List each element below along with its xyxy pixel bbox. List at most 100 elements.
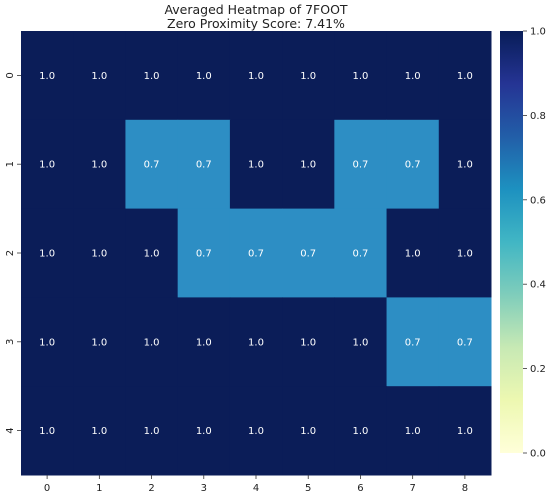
heatmap-cell — [386, 119, 440, 210]
cell-value-label: 1.0 — [300, 160, 316, 171]
chart-title: Averaged Heatmap of 7FOOT — [164, 2, 348, 17]
x-tick-label: 1 — [96, 483, 102, 494]
heatmap-cell — [229, 208, 283, 298]
heatmap-cell — [229, 386, 283, 476]
cell-value-label: 0.7 — [352, 160, 368, 171]
heatmap-cell — [282, 31, 335, 121]
heatmap-cell — [21, 297, 74, 387]
x-tick-label: 0 — [44, 483, 50, 494]
heatmap-cell — [438, 386, 492, 476]
heatmap-cell — [386, 208, 440, 298]
cell-value-label: 1.0 — [248, 71, 264, 82]
cell-value-label: 1.0 — [144, 337, 160, 348]
heatmap-cell — [73, 31, 126, 121]
cell-value-label: 0.7 — [352, 249, 368, 260]
cell-value-label: 1.0 — [300, 337, 316, 348]
cell-value-label: 1.0 — [352, 337, 368, 348]
y-tick-label: 1 — [5, 161, 16, 167]
heatmap-cell — [125, 119, 179, 210]
cell-value-label: 1.0 — [300, 426, 316, 437]
x-tick-label: 8 — [462, 483, 468, 494]
heatmap-cell — [282, 119, 335, 210]
cell-value-label: 1.0 — [39, 426, 55, 437]
chart-subtitle: Zero Proximity Score: 7.41% — [167, 16, 345, 31]
heatmap-cell — [125, 386, 179, 476]
x-tick-label: 5 — [305, 483, 311, 494]
cell-value-label: 1.0 — [91, 160, 107, 171]
cell-value-label: 1.0 — [39, 337, 55, 348]
cell-value-label: 1.0 — [144, 249, 160, 260]
colorbar-tick-label: 1.0 — [530, 27, 546, 38]
colorbar-gradient — [500, 31, 523, 453]
cell-value-label: 1.0 — [457, 426, 473, 437]
cell-value-label: 0.7 — [405, 160, 421, 171]
cell-value-label: 1.0 — [457, 160, 473, 171]
y-tick-label: 2 — [5, 250, 16, 256]
heatmap-cell — [21, 208, 74, 298]
heatmap-cell — [177, 386, 231, 476]
cell-value-label: 1.0 — [405, 426, 421, 437]
colorbar-tick-label: 0.6 — [530, 195, 546, 206]
colorbar-tick-label: 0.4 — [530, 280, 546, 291]
cell-value-label: 0.7 — [405, 337, 421, 348]
cell-value-label: 0.7 — [196, 249, 212, 260]
cell-value-label: 1.0 — [91, 249, 107, 260]
cell-value-label: 1.0 — [196, 71, 212, 82]
heatmap-cell — [438, 119, 492, 210]
heatmap-cell — [334, 119, 388, 210]
heatmap-cell — [229, 119, 283, 210]
x-tick-label: 3 — [201, 483, 207, 494]
cell-value-label: 0.7 — [300, 249, 316, 260]
colorbar-tick-label: 0.2 — [530, 364, 546, 375]
x-tick-label: 6 — [357, 483, 363, 494]
cell-value-label: 1.0 — [196, 337, 212, 348]
y-tick-label: 0 — [5, 72, 16, 78]
heatmap-cell — [334, 297, 388, 387]
cell-value-label: 1.0 — [405, 71, 421, 82]
cell-value-label: 1.0 — [144, 426, 160, 437]
cell-value-label: 1.0 — [457, 249, 473, 260]
heatmap-cell — [177, 297, 231, 387]
cell-value-label: 1.0 — [91, 426, 107, 437]
cell-value-label: 1.0 — [248, 160, 264, 171]
heatmap-cell-labels: 1.0 1.0 1.0 1.0 1.0 1.0 1.0 1.0 1.0 1.0 1.0 0.7 0.7 1… — [39, 71, 473, 437]
cell-value-label: 1.0 — [405, 249, 421, 260]
cell-value-label: 1.0 — [196, 426, 212, 437]
heatmap-cell — [229, 31, 283, 121]
heatmap-cell — [73, 208, 126, 298]
heatmap-cell — [334, 208, 388, 298]
x-tick-label: 4 — [253, 483, 259, 494]
heatmap-cell — [438, 208, 492, 298]
cell-value-label: 0.7 — [457, 337, 473, 348]
cell-value-label: 0.7 — [248, 249, 264, 260]
heatmap-cell — [282, 386, 335, 476]
heatmap-cell — [229, 297, 283, 387]
heatmap-cell — [177, 31, 231, 121]
heatmap-cell — [438, 31, 492, 121]
x-tick-label: 2 — [148, 483, 154, 494]
x-tick-label: 7 — [409, 483, 415, 494]
cell-value-label: 0.7 — [196, 160, 212, 171]
cell-value-label: 1.0 — [300, 71, 316, 82]
cell-value-label: 1.0 — [457, 71, 473, 82]
cell-value-label: 1.0 — [144, 71, 160, 82]
heatmap-cell — [334, 31, 388, 121]
heatmap-cell — [21, 386, 74, 476]
colorbar-tick-label: 0.0 — [530, 449, 546, 460]
heatmap-cell — [177, 208, 231, 298]
x-axis: 0 1 2 3 4 5 6 7 8 — [44, 475, 468, 494]
y-tick-label: 3 — [5, 339, 16, 345]
heatmap-cell — [177, 119, 231, 210]
heatmap-cells — [21, 31, 492, 476]
cell-value-label: 1.0 — [91, 337, 107, 348]
cell-value-label: 1.0 — [39, 160, 55, 171]
cell-value-label: 1.0 — [248, 426, 264, 437]
cell-value-label: 1.0 — [39, 249, 55, 260]
heatmap-cell — [438, 297, 492, 387]
heatmap-cell — [73, 119, 126, 210]
heatmap-cell — [386, 31, 440, 121]
cell-value-label: 0.7 — [144, 160, 160, 171]
cell-value-label: 1.0 — [352, 426, 368, 437]
